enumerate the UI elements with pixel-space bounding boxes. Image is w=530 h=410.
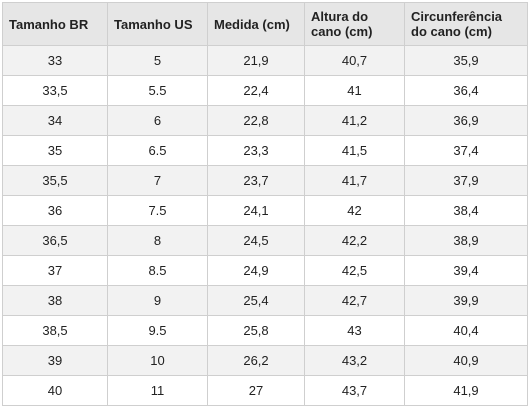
table-row: 33,5 5.5 22,4 41 36,4 — [2, 75, 528, 106]
table-cell: 25,8 — [207, 315, 305, 346]
table-cell: 41,2 — [304, 105, 405, 136]
table-cell: 27 — [207, 375, 305, 406]
table-cell: 36,9 — [404, 105, 528, 136]
table-cell: 35,5 — [2, 165, 108, 196]
table-cell: 10 — [107, 345, 208, 376]
table-cell: 43,2 — [304, 345, 405, 376]
column-header: Circunferência do cano (cm) — [404, 2, 528, 46]
table-row: 33 5 21,9 40,7 35,9 — [2, 45, 528, 76]
table-cell: 36,4 — [404, 75, 528, 106]
column-header: Tamanho US — [107, 2, 208, 46]
table-cell: 22,4 — [207, 75, 305, 106]
table-row: 38,5 9.5 25,8 43 40,4 — [2, 315, 528, 346]
table-cell: 40 — [2, 375, 108, 406]
table-cell: 7.5 — [107, 195, 208, 226]
table-cell: 42,7 — [304, 285, 405, 316]
table-cell: 33,5 — [2, 75, 108, 106]
table-cell: 5 — [107, 45, 208, 76]
table-cell: 41,9 — [404, 375, 528, 406]
table-cell: 38 — [2, 285, 108, 316]
table-cell: 41,5 — [304, 135, 405, 166]
column-header: Medida (cm) — [207, 2, 305, 46]
table-cell: 42,5 — [304, 255, 405, 286]
table-cell: 11 — [107, 375, 208, 406]
table-cell: 38,4 — [404, 195, 528, 226]
table-row: 36 7.5 24,1 42 38,4 — [2, 195, 528, 226]
table-cell: 24,5 — [207, 225, 305, 256]
table-cell: 39 — [2, 345, 108, 376]
table-cell: 6.5 — [107, 135, 208, 166]
table-cell: 43,7 — [304, 375, 405, 406]
header-row: Tamanho BR Tamanho US Medida (cm) Altura do… — [2, 2, 528, 46]
table-cell: 38,9 — [404, 225, 528, 256]
table-cell: 8 — [107, 225, 208, 256]
size-table: Tamanho BR Tamanho US Medida (cm) Altura do… — [2, 2, 528, 406]
column-header: Altura do cano (cm) — [304, 2, 405, 46]
table-cell: 34 — [2, 105, 108, 136]
table-cell: 39,4 — [404, 255, 528, 286]
table-cell: 42 — [304, 195, 405, 226]
column-header: Tamanho BR — [2, 2, 108, 46]
table-cell: 36 — [2, 195, 108, 226]
table-row: 35,5 7 23,7 41,7 37,9 — [2, 165, 528, 196]
table-row: 37 8.5 24,9 42,5 39,4 — [2, 255, 528, 286]
table-cell: 37,9 — [404, 165, 528, 196]
table-cell: 39,9 — [404, 285, 528, 316]
table-cell: 41,7 — [304, 165, 405, 196]
table-row: 38 9 25,4 42,7 39,9 — [2, 285, 528, 316]
table-body: 33 5 21,9 40,7 35,9 33,5 5.5 22,4 41 36,4 34 6 22,8 4… — [2, 45, 528, 406]
table-cell: 33 — [2, 45, 108, 76]
table-cell: 35,9 — [404, 45, 528, 76]
table-cell: 24,1 — [207, 195, 305, 226]
table-cell: 35 — [2, 135, 108, 166]
table-cell: 43 — [304, 315, 405, 346]
table-row: 34 6 22,8 41,2 36,9 — [2, 105, 528, 136]
table-cell: 9.5 — [107, 315, 208, 346]
table-cell: 37,4 — [404, 135, 528, 166]
table-cell: 25,4 — [207, 285, 305, 316]
table-cell: 22,8 — [207, 105, 305, 136]
table-cell: 41 — [304, 75, 405, 106]
table-cell: 7 — [107, 165, 208, 196]
table-cell: 40,4 — [404, 315, 528, 346]
table-cell: 24,9 — [207, 255, 305, 286]
table-cell: 23,3 — [207, 135, 305, 166]
table-cell: 42,2 — [304, 225, 405, 256]
table-cell: 40,9 — [404, 345, 528, 376]
table-cell: 8.5 — [107, 255, 208, 286]
table-cell: 37 — [2, 255, 108, 286]
table-cell: 26,2 — [207, 345, 305, 376]
table-cell: 9 — [107, 285, 208, 316]
table-cell: 5.5 — [107, 75, 208, 106]
table-cell: 36,5 — [2, 225, 108, 256]
table-row: 40 11 27 43,7 41,9 — [2, 375, 528, 406]
table-cell: 38,5 — [2, 315, 108, 346]
table-cell: 23,7 — [207, 165, 305, 196]
table-row: 35 6.5 23,3 41,5 37,4 — [2, 135, 528, 166]
table-row: 36,5 8 24,5 42,2 38,9 — [2, 225, 528, 256]
table-cell: 6 — [107, 105, 208, 136]
table-cell: 21,9 — [207, 45, 305, 76]
table-cell: 40,7 — [304, 45, 405, 76]
table-row: 39 10 26,2 43,2 40,9 — [2, 345, 528, 376]
